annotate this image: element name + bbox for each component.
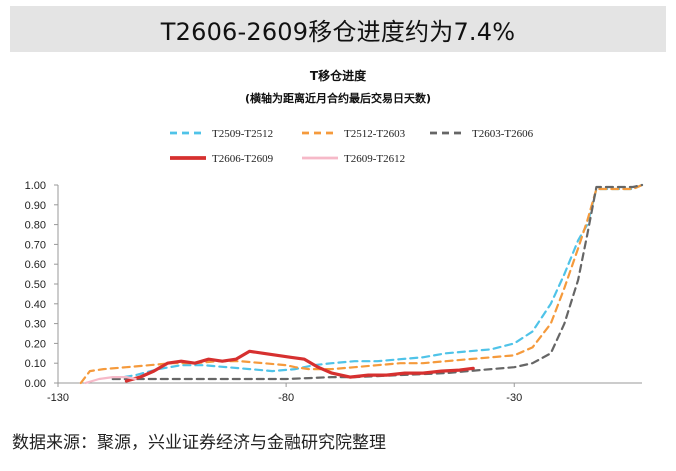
y-tick-label: 0.00: [25, 378, 46, 390]
banner-title: T2606-2609移仓进度约为7.4%: [160, 17, 516, 46]
y-tick-label: 0.70: [25, 239, 46, 251]
legend-label: T2606-T2609: [212, 153, 274, 165]
series-line: [111, 183, 644, 381]
line-chart: T移仓进度 (横轴为距离近月合约最后交易日天数) T2509-T2512 T2512-…: [25, 68, 644, 404]
series-line: [111, 183, 644, 381]
y-tick-label: 0.80: [25, 220, 46, 232]
chart-subtitle: (横轴为距离近月合约最后交易日天数): [245, 91, 431, 105]
title-banner: T2606-2609移仓进度约为7.4%: [10, 6, 666, 52]
y-tick-label: 0.60: [25, 259, 46, 271]
legend-label: T2609-T2612: [344, 153, 405, 165]
source-note: 数据来源：聚源，兴业证券经济与金融研究院整理: [12, 433, 386, 453]
series-line: [124, 349, 475, 383]
series-line: [79, 183, 644, 385]
legend-label: T2603-T2606: [472, 128, 534, 140]
legend-label: T2509-T2512: [212, 128, 273, 140]
chart-container: T移仓进度 (横轴为距离近月合约最后交易日天数) T2509-T2512 T2512-…: [0, 60, 676, 420]
y-tick-label: 0.90: [25, 200, 46, 212]
series-line: [84, 376, 137, 385]
y-tick-label: 0.20: [25, 338, 46, 350]
y-tick-label: 0.40: [25, 299, 46, 311]
y-tick-label: 0.50: [25, 279, 46, 291]
y-tick-label: 1.00: [25, 180, 46, 192]
y-tick-label: 0.10: [25, 358, 46, 370]
legend-label: T2512-T2603: [344, 128, 406, 140]
x-tick-label: -130: [47, 392, 69, 404]
chart-title: T移仓进度: [310, 68, 367, 83]
y-tick-label: 0.30: [25, 319, 46, 331]
x-tick-label: -80: [278, 392, 294, 404]
x-tick-label: -30: [506, 392, 522, 404]
